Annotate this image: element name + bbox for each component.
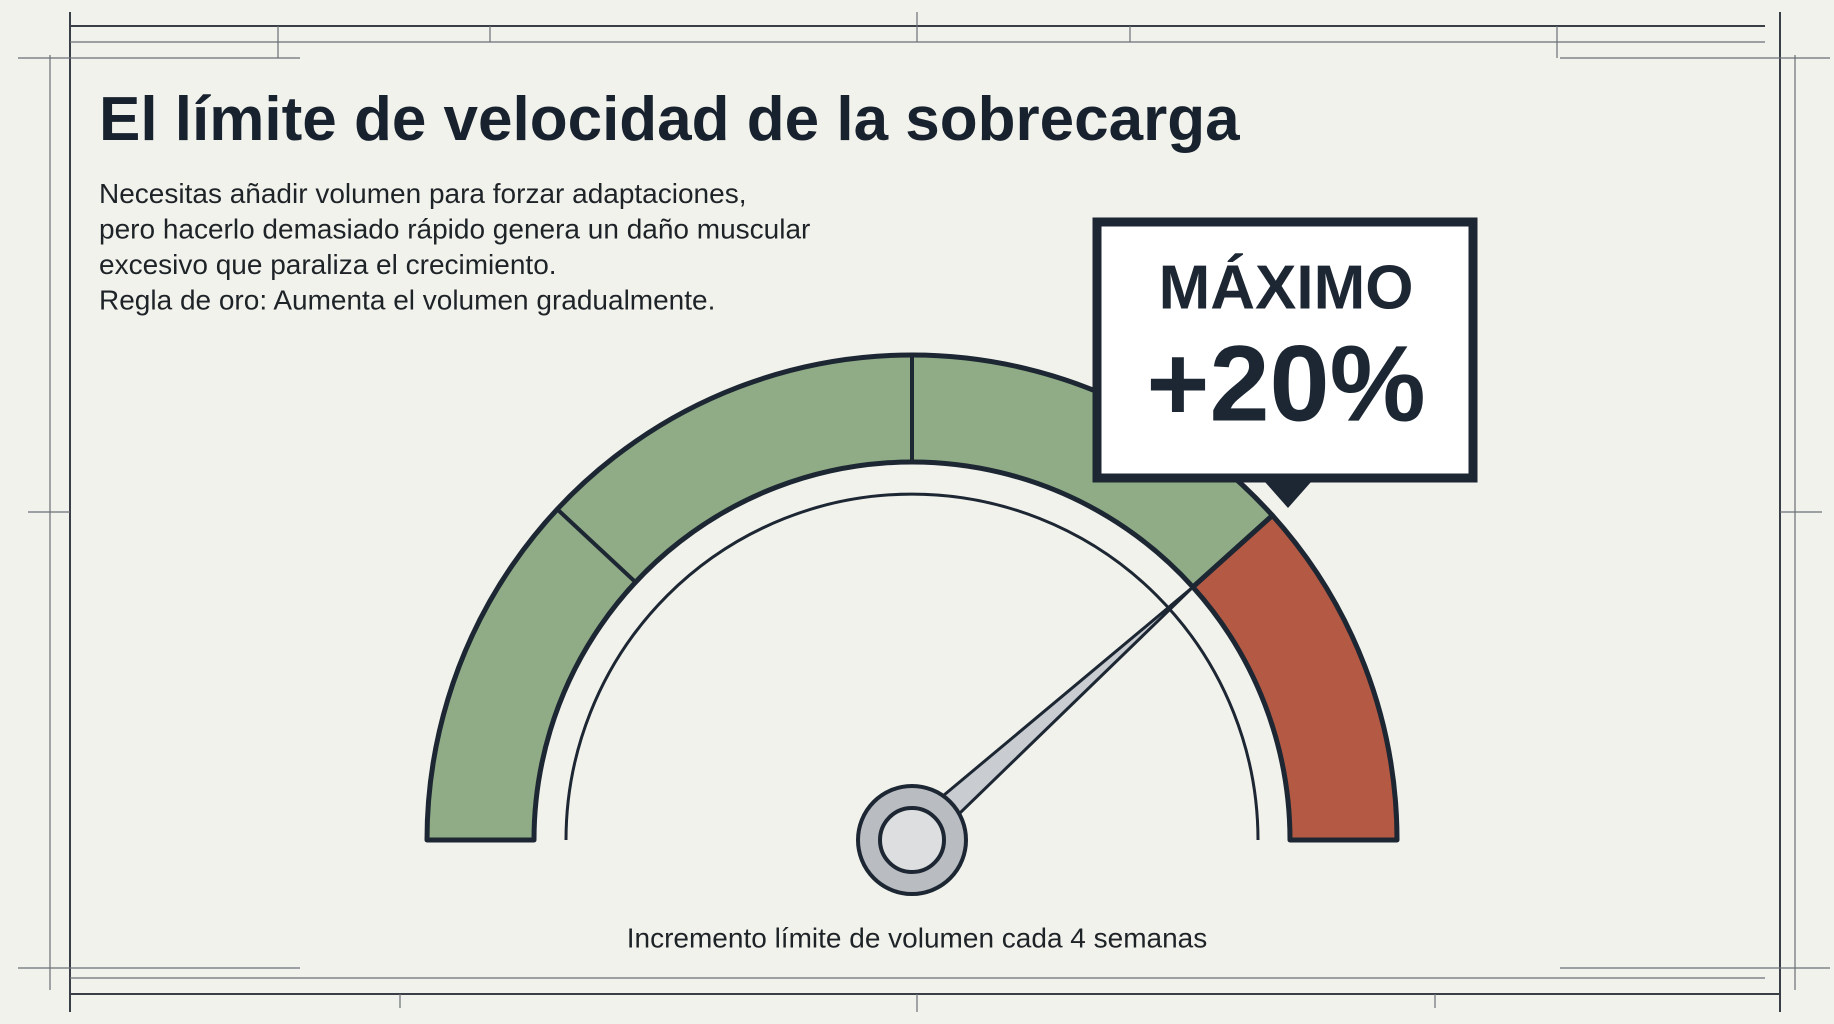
description-line: Necesitas añadir volumen para forzar ada… (99, 178, 746, 209)
description-line: Regla de oro: Aumenta el volumen gradual… (99, 285, 715, 316)
callout-label: MÁXIMO (1159, 253, 1414, 322)
description-line: pero hacerlo demasiado rápido genera un … (99, 214, 810, 245)
caption: Incremento límite de volumen cada 4 sema… (627, 922, 1208, 953)
blueprint-frame (18, 12, 1830, 1012)
gauge (424, 352, 1400, 896)
callout-value: +20% (1146, 323, 1425, 444)
gauge-safe-zone (424, 352, 1275, 843)
gauge-danger-zone (1190, 512, 1400, 843)
description-line: excesivo que paraliza el crecimiento. (99, 249, 557, 280)
gauge-divider (555, 507, 637, 584)
description: Necesitas añadir volumen para forzar ada… (99, 178, 810, 316)
title: El límite de velocidad de la sobrecarga (99, 85, 1240, 154)
gauge-hub-inner (878, 806, 946, 874)
callout: MÁXIMO +20% (1092, 217, 1478, 508)
gauge-inner-arc (564, 492, 1260, 841)
